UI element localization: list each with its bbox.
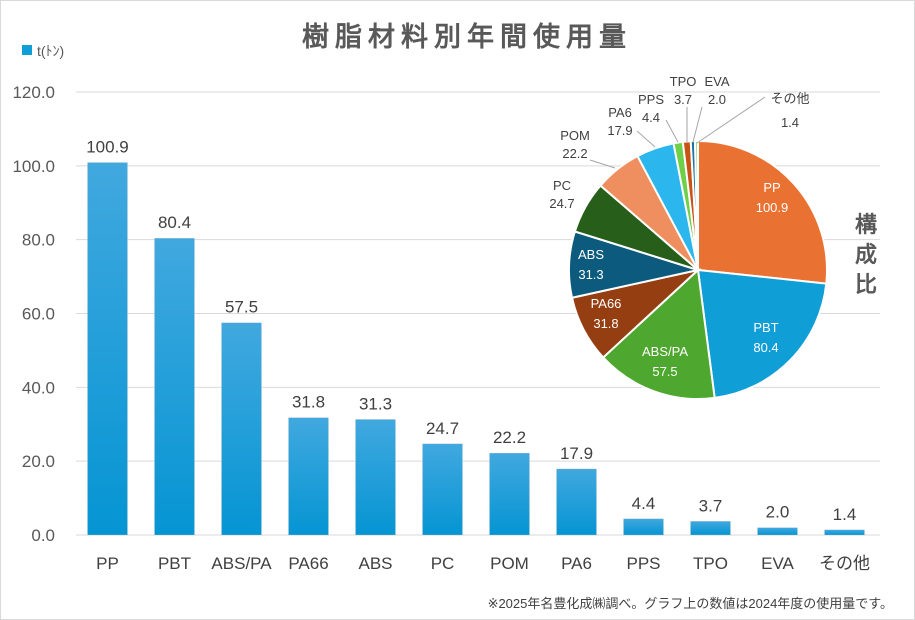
bar-value-label: 31.3 xyxy=(359,394,392,413)
x-category-label: PC xyxy=(431,554,455,573)
x-axis-categories: PP PBT ABS/PA PA66 ABS PC POM PA6 PPS TPO EVA その他 xyxy=(96,554,870,573)
pie-label-value: 17.9 xyxy=(607,123,632,138)
bar-PA66 xyxy=(288,417,329,536)
bar-value-label: 4.4 xyxy=(632,494,656,513)
bar-POM xyxy=(489,452,530,536)
pie-label-value: 24.7 xyxy=(549,196,574,211)
bar-ABS xyxy=(355,419,396,536)
bar-その他 xyxy=(824,529,865,536)
pie-label-value: 80.4 xyxy=(753,340,778,355)
bar-data-labels: 100.9 80.4 57.5 31.8 31.3 24.7 22.2 17.9 4.4 3.7 2… xyxy=(86,138,856,524)
y-tick-label: 120.0 xyxy=(12,83,55,102)
x-category-label: EVA xyxy=(761,554,794,573)
bar-value-label: 3.7 xyxy=(699,496,723,515)
pie-slice-PBT xyxy=(696,268,828,400)
bar-value-label: 1.4 xyxy=(833,505,857,524)
bar-PBT xyxy=(154,238,195,536)
pie-label-value: 22.2 xyxy=(562,146,587,161)
x-category-label: PP xyxy=(96,554,119,573)
x-category-label: PA66 xyxy=(288,554,328,573)
pie-leader-line xyxy=(692,106,703,143)
pie-leader-line xyxy=(696,96,766,144)
pie-label-name: ABS/PA xyxy=(642,344,688,359)
bar-value-label: 31.8 xyxy=(292,393,325,412)
bar-value-label: 24.7 xyxy=(426,419,459,438)
pie-label-name: その他 xyxy=(770,91,809,106)
pie-label-value: 3.7 xyxy=(674,92,692,107)
bar-value-label: 80.4 xyxy=(158,213,191,232)
pie-label-name: PBT xyxy=(753,320,778,335)
pie-title-char-2: 成 xyxy=(855,242,877,267)
pie-title-char-1: 構 xyxy=(855,212,877,237)
bar-value-label: 2.0 xyxy=(766,503,790,522)
bars xyxy=(87,162,865,536)
pie-slice-ABS/PA xyxy=(601,267,716,400)
bar-PA6 xyxy=(556,468,597,536)
pie-label-value: 2.0 xyxy=(708,92,726,107)
y-axis-ticks: 0.0 20.0 40.0 60.0 80.0 100.0 120.0 xyxy=(12,83,55,545)
x-category-label: ABS/PA xyxy=(211,554,272,573)
bar-PC xyxy=(422,443,463,536)
legend-label: t(ﾄﾝ) xyxy=(37,43,64,59)
bar-value-label: 22.2 xyxy=(493,428,526,447)
footnote: ※2025年名豊化成㈱調べ。グラフ上の数値は2024年度の使用量です。 xyxy=(488,596,893,611)
chart-title: 樹脂材料別年間使用量 xyxy=(302,21,632,52)
legend-swatch xyxy=(22,45,32,55)
y-tick-label: 40.0 xyxy=(22,378,55,397)
pie-title-char-3: 比 xyxy=(855,272,877,297)
bar-PPS xyxy=(623,518,664,536)
x-category-label: PA6 xyxy=(561,554,592,573)
bar-TPO xyxy=(690,521,731,536)
pie-leader-line xyxy=(636,130,656,148)
pie-label-name: POM xyxy=(560,128,590,143)
pie-label-name: PP xyxy=(763,180,780,195)
x-category-label: PPS xyxy=(626,554,660,573)
pie-slice-PP xyxy=(697,139,828,285)
y-tick-label: 20.0 xyxy=(22,452,55,471)
pie-slice-その他 xyxy=(693,139,699,271)
pie-label-value: 4.4 xyxy=(642,110,660,125)
pie-data-labels: PP 100.9 PBT 80.4 ABS/PA 57.5 PA66 31.8 ABS 31.3 P… xyxy=(549,74,809,379)
pie-leader-line xyxy=(665,119,679,143)
bar-EVA xyxy=(757,527,798,536)
y-tick-label: 80.0 xyxy=(22,231,55,250)
pie-label-name: TPO xyxy=(670,74,697,89)
y-tick-label: 60.0 xyxy=(22,305,55,324)
pie-label-value: 100.9 xyxy=(756,200,789,215)
pie-label-value: 1.4 xyxy=(781,115,799,130)
y-tick-label: 0.0 xyxy=(31,526,55,545)
pie-label-value: 31.3 xyxy=(578,267,603,282)
pie-chart xyxy=(568,139,828,400)
pie-label-value: 31.8 xyxy=(593,316,618,331)
pie-label-name: PA6 xyxy=(608,105,632,120)
x-category-label: PBT xyxy=(158,554,191,573)
pie-label-name: PC xyxy=(553,178,571,193)
x-category-label: POM xyxy=(490,554,529,573)
x-category-label: ABS xyxy=(358,554,392,573)
bar-value-label: 100.9 xyxy=(86,138,129,157)
bar-value-label: 57.5 xyxy=(225,298,258,317)
bar-PP xyxy=(87,162,128,536)
pie-leader-line xyxy=(589,159,616,169)
pie-label-name: PPS xyxy=(638,92,664,107)
bar-value-label: 17.9 xyxy=(560,444,593,463)
bar-ABS/PA xyxy=(221,322,262,536)
pie-label-name: ABS xyxy=(578,247,604,262)
pie-label-value: 57.5 xyxy=(652,364,677,379)
x-category-label: その他 xyxy=(819,554,870,573)
pie-label-name: EVA xyxy=(704,74,729,89)
x-category-label: TPO xyxy=(693,554,728,573)
pie-label-name: PA66 xyxy=(591,296,622,311)
y-tick-label: 100.0 xyxy=(12,157,55,176)
